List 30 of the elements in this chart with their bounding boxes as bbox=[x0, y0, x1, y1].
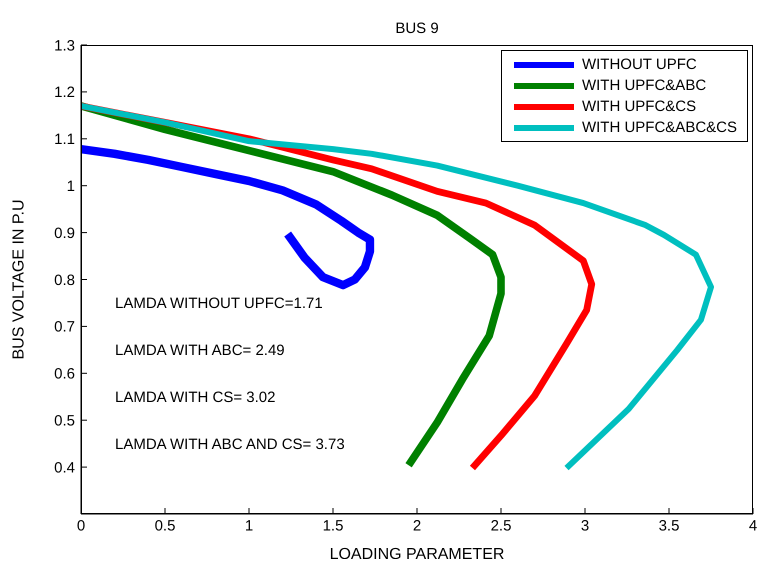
y-tick-label: 0.4 bbox=[54, 459, 75, 476]
chart-title: BUS 9 bbox=[394, 20, 440, 37]
y-tick-label: 0.8 bbox=[54, 272, 75, 289]
x-axis-title: LOADING PARAMETER bbox=[330, 546, 504, 563]
y-tick-label: 0.7 bbox=[54, 318, 75, 336]
x-tick-label: 2 bbox=[412, 518, 422, 535]
annotation: LAMDA WITHOUT UPFC=1.71 bbox=[115, 295, 323, 312]
legend-label: WITH UPFC&ABC&CS bbox=[582, 118, 737, 138]
x-tick-label: 3.5 bbox=[658, 518, 680, 535]
y-tick-label: 1.3 bbox=[54, 37, 75, 54]
legend-label: WITHOUT UPFC bbox=[582, 55, 697, 75]
x-tick-label: 0 bbox=[76, 518, 86, 535]
annotation: LAMDA WITH ABC= 2.49 bbox=[115, 342, 285, 359]
x-tick-label: 3 bbox=[580, 518, 590, 535]
y-tick-label: 0.9 bbox=[54, 224, 75, 242]
y-tick-label: 0.5 bbox=[54, 412, 75, 430]
x-tick-label: 2.5 bbox=[490, 518, 512, 535]
y-tick-label: 0.6 bbox=[54, 366, 75, 383]
y-tick-label: 1.2 bbox=[54, 84, 75, 102]
x-tick-label: 0.5 bbox=[154, 518, 176, 535]
y-tick-label: 1 bbox=[66, 178, 75, 196]
annotation: LAMDA WITH CS= 3.02 bbox=[115, 389, 276, 406]
annotation: LAMDA WITH ABC AND CS= 3.73 bbox=[115, 436, 345, 453]
x-tick-label: 4 bbox=[748, 518, 758, 535]
legend-label: WITH UPFC&ABC bbox=[582, 76, 706, 96]
x-tick-label: 1.5 bbox=[322, 518, 344, 535]
y-axis-title: BUS VOLTAGE IN P.U bbox=[10, 199, 28, 360]
legend-label: WITH UPFC&CS bbox=[582, 97, 696, 117]
y-tick-label: 1.1 bbox=[54, 131, 75, 148]
x-tick-label: 1 bbox=[244, 518, 254, 535]
